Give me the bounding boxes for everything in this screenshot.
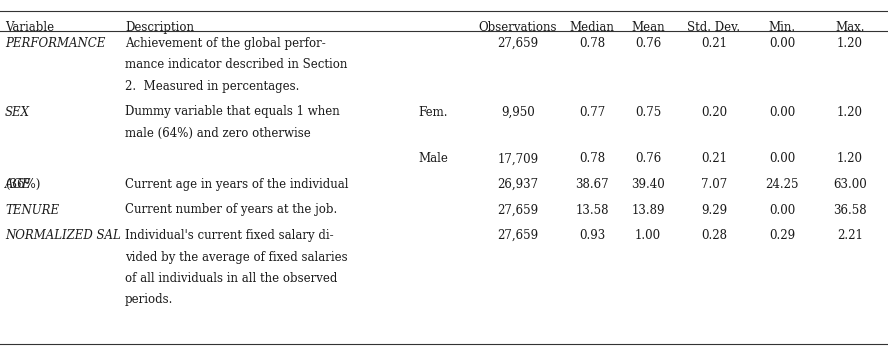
Text: 0.00: 0.00 <box>769 203 795 216</box>
Text: Variable: Variable <box>5 21 54 34</box>
Text: 9.29: 9.29 <box>701 203 727 216</box>
Text: 13.58: 13.58 <box>575 203 609 216</box>
Text: male (64%) and zero otherwise: male (64%) and zero otherwise <box>125 127 311 140</box>
Text: 1.20: 1.20 <box>837 153 863 165</box>
Text: vided by the average of fixed salaries: vided by the average of fixed salaries <box>125 251 347 263</box>
Text: 38.67: 38.67 <box>575 178 609 191</box>
Text: Achievement of the global perfor-: Achievement of the global perfor- <box>125 37 326 50</box>
Text: Fem.: Fem. <box>418 105 448 119</box>
Text: TENURE: TENURE <box>5 203 59 216</box>
Text: 1.20: 1.20 <box>837 105 863 119</box>
Text: 0.76: 0.76 <box>635 153 662 165</box>
Text: 26,937: 26,937 <box>497 178 538 191</box>
Text: 0.29: 0.29 <box>769 229 795 242</box>
Text: of all individuals in all the observed: of all individuals in all the observed <box>125 272 337 285</box>
Text: 24.25: 24.25 <box>765 178 798 191</box>
Text: PERFORMANCE: PERFORMANCE <box>5 37 106 50</box>
Text: 27,659: 27,659 <box>497 229 538 242</box>
Text: NORMALIZED SAL: NORMALIZED SAL <box>5 229 121 242</box>
Text: Mean: Mean <box>631 21 665 34</box>
Text: 2.  Measured in percentages.: 2. Measured in percentages. <box>125 80 299 93</box>
Text: 7.07: 7.07 <box>701 178 727 191</box>
Text: 0.75: 0.75 <box>635 105 662 119</box>
Text: 0.78: 0.78 <box>579 153 605 165</box>
Text: 0.21: 0.21 <box>701 153 727 165</box>
Text: Dummy variable that equals 1 when: Dummy variable that equals 1 when <box>125 105 340 119</box>
Text: 36.58: 36.58 <box>833 203 867 216</box>
Text: mance indicator described in Section: mance indicator described in Section <box>125 59 347 72</box>
Text: Median: Median <box>569 21 614 34</box>
Text: 0.28: 0.28 <box>701 229 727 242</box>
Text: Current age in years of the individual: Current age in years of the individual <box>125 178 348 191</box>
Text: 9,950: 9,950 <box>501 105 535 119</box>
Text: 0.76: 0.76 <box>635 37 662 50</box>
Text: 17,709: 17,709 <box>497 153 538 165</box>
Text: 39.40: 39.40 <box>631 178 665 191</box>
Text: (36%): (36%) <box>5 178 40 191</box>
Text: periods.: periods. <box>125 294 173 306</box>
Text: 0.00: 0.00 <box>769 37 795 50</box>
Text: Current number of years at the job.: Current number of years at the job. <box>125 203 337 216</box>
Text: Max.: Max. <box>836 21 865 34</box>
Text: 13.89: 13.89 <box>631 203 665 216</box>
Text: 0.00: 0.00 <box>769 105 795 119</box>
Text: Observations: Observations <box>479 21 558 34</box>
Text: AGE: AGE <box>5 178 31 191</box>
Text: 0.77: 0.77 <box>579 105 605 119</box>
Text: 0.00: 0.00 <box>769 153 795 165</box>
Text: 1.00: 1.00 <box>635 229 661 242</box>
Text: Individual's current fixed salary di-: Individual's current fixed salary di- <box>125 229 334 242</box>
Text: 0.20: 0.20 <box>701 105 727 119</box>
Text: 27,659: 27,659 <box>497 37 538 50</box>
Text: Male: Male <box>418 153 448 165</box>
Text: Min.: Min. <box>768 21 796 34</box>
Text: 1.20: 1.20 <box>837 37 863 50</box>
Text: Description: Description <box>125 21 194 34</box>
Text: 0.78: 0.78 <box>579 37 605 50</box>
Text: Std. Dev.: Std. Dev. <box>687 21 741 34</box>
Text: 2.21: 2.21 <box>837 229 863 242</box>
Text: 63.00: 63.00 <box>833 178 867 191</box>
Text: 0.93: 0.93 <box>579 229 605 242</box>
Text: SEX: SEX <box>5 105 30 119</box>
Text: 0.21: 0.21 <box>701 37 727 50</box>
Text: 27,659: 27,659 <box>497 203 538 216</box>
